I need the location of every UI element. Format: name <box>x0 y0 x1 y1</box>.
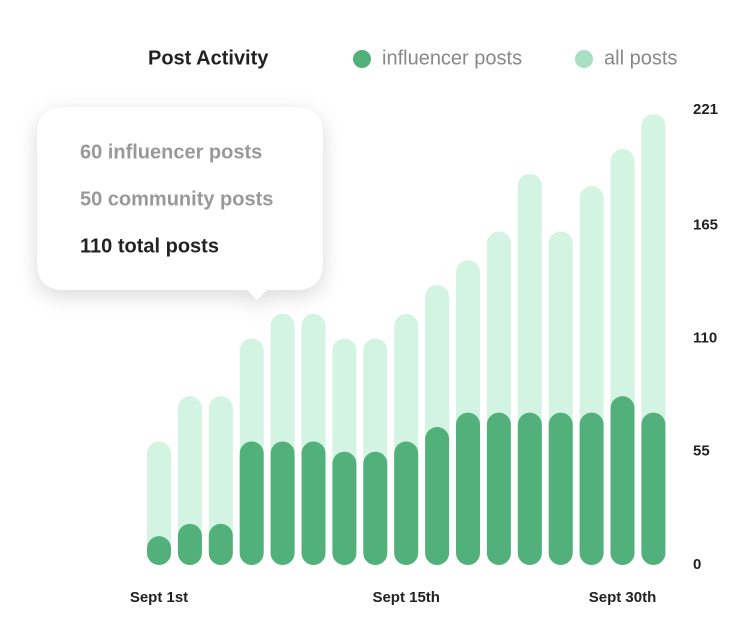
bar <box>332 451 357 565</box>
bar <box>177 396 202 565</box>
bar <box>456 412 480 565</box>
bar <box>425 427 450 565</box>
y-tick-label: 165 <box>693 216 718 233</box>
bar <box>486 412 511 565</box>
bar <box>641 412 666 565</box>
bar <box>147 441 171 565</box>
y-tick-label: 55 <box>693 443 710 460</box>
tooltip-line: 50 community posts <box>80 188 273 210</box>
y-tick-label: 221 <box>693 101 718 118</box>
bar <box>208 396 233 565</box>
bar <box>239 441 264 565</box>
x-tick-label: Sept 30th <box>589 589 657 606</box>
tooltip-box <box>37 107 323 300</box>
legend: influencer posts all posts <box>353 47 677 69</box>
y-tick-label: 110 <box>693 329 717 346</box>
bar <box>363 451 388 565</box>
bar <box>177 523 202 565</box>
legend-label: influencer posts <box>382 47 522 69</box>
x-tick-label: Sept 1st <box>130 589 188 606</box>
tooltip: 60 influencer posts 50 community posts 1… <box>37 107 323 300</box>
bar <box>394 441 419 565</box>
bar <box>610 396 635 565</box>
bar <box>301 441 326 565</box>
bars <box>147 114 666 566</box>
bar <box>270 441 295 565</box>
bar <box>147 536 171 565</box>
y-tick-label: 0 <box>693 556 701 573</box>
bar <box>208 523 233 565</box>
legend-swatch <box>575 50 593 68</box>
tooltip-line: 110 total posts <box>80 235 219 257</box>
bar <box>517 412 542 565</box>
tooltip-line: 60 influencer posts <box>80 141 262 163</box>
legend-swatch <box>353 50 371 68</box>
chart-title: Post Activity <box>148 47 269 69</box>
bar <box>579 412 604 565</box>
x-tick-label: Sept 15th <box>372 589 440 606</box>
legend-label: all posts <box>604 47 677 69</box>
bar <box>548 412 573 565</box>
